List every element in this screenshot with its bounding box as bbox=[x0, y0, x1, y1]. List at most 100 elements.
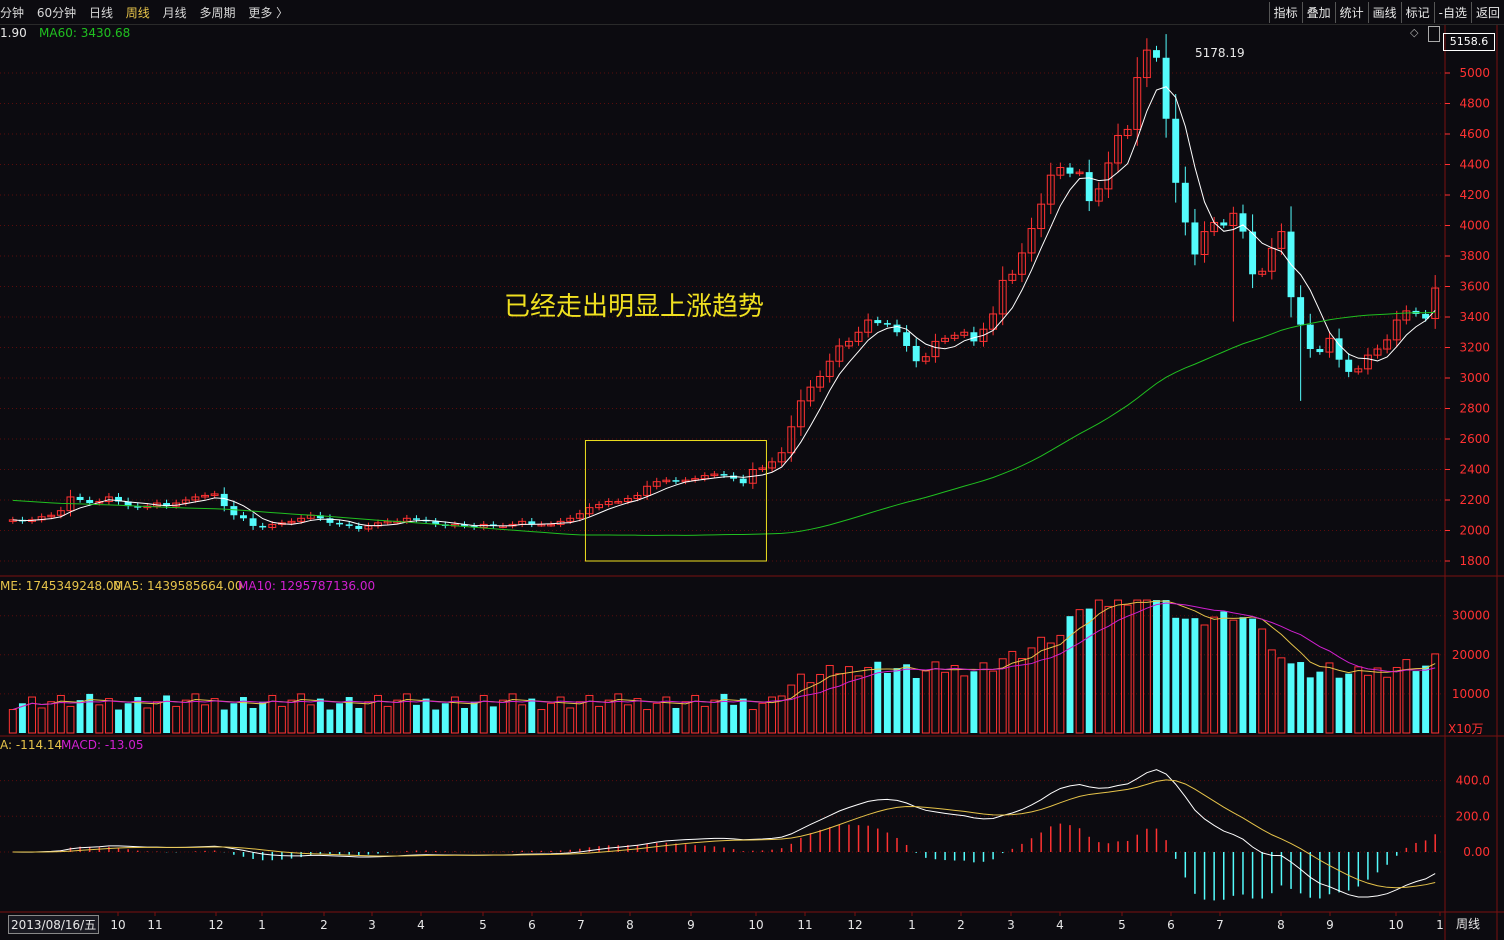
tab-minute[interactable]: 分钟 bbox=[0, 6, 25, 20]
candle-body-down bbox=[1249, 231, 1257, 275]
volume-bar-up bbox=[1229, 619, 1238, 734]
candle-body-down bbox=[1085, 172, 1093, 202]
volume-bar-down bbox=[422, 698, 430, 733]
candle-body-up bbox=[1133, 77, 1142, 130]
candle-body-down bbox=[163, 503, 171, 507]
price-tick-label: 4000 bbox=[1459, 219, 1490, 233]
price-tick-label: 2600 bbox=[1459, 432, 1490, 446]
volume-tick-label: 20000 bbox=[1452, 648, 1490, 662]
highlight-box bbox=[584, 440, 767, 562]
volume-bar-down bbox=[259, 701, 267, 733]
candle-body-up bbox=[941, 337, 950, 342]
price-tick-label: 4600 bbox=[1459, 127, 1490, 141]
draw-line-button[interactable]: 画线 bbox=[1367, 2, 1401, 23]
volume-ma10-label: MA10: 1295787136.00 bbox=[238, 579, 376, 593]
candle-body-up bbox=[758, 467, 767, 471]
volume-bar-up bbox=[854, 675, 863, 734]
candle-body-up bbox=[710, 473, 719, 477]
volume-bar-up bbox=[806, 682, 815, 734]
volume-bar-up bbox=[153, 701, 161, 734]
volume-bar-up bbox=[1046, 642, 1055, 734]
indicator-button[interactable]: 指标 bbox=[1268, 2, 1302, 23]
volume-bar-up bbox=[556, 696, 565, 734]
candle-body-up bbox=[1037, 203, 1046, 230]
candle-body-down bbox=[1422, 313, 1430, 319]
candle-body-down bbox=[470, 525, 478, 528]
volume-bar-down bbox=[412, 704, 420, 733]
volume-bar-down bbox=[1085, 608, 1093, 733]
volume-ma5-line bbox=[12, 600, 1436, 711]
tab-multi-period[interactable]: 多周期 bbox=[199, 6, 236, 20]
x-axis-label: 10 bbox=[110, 918, 125, 932]
volume-bar-down bbox=[1181, 618, 1189, 733]
volume-bar-up bbox=[181, 699, 190, 734]
volume-bar-down bbox=[432, 709, 440, 733]
dea-label: A: -114.14 bbox=[0, 738, 63, 752]
volume-bar-up bbox=[287, 699, 296, 734]
candle-body-up bbox=[633, 494, 642, 499]
overlay-button[interactable]: 叠加 bbox=[1301, 2, 1335, 23]
x-axis-label: 6 bbox=[528, 918, 536, 932]
period-tag[interactable]: 周线 bbox=[1456, 917, 1481, 931]
price-tick-label: 2800 bbox=[1459, 402, 1490, 416]
mark-button[interactable]: 标记 bbox=[1400, 2, 1434, 23]
macd-tick-label: 0.00 bbox=[1463, 845, 1490, 859]
volume-ma10-line bbox=[12, 602, 1436, 711]
volume-bar-up bbox=[1008, 650, 1017, 734]
candle-body-up bbox=[1258, 270, 1267, 275]
volume-bar-down bbox=[893, 668, 901, 733]
candle-body-up bbox=[844, 340, 853, 347]
volume-bar-up bbox=[825, 664, 834, 734]
volume-bar-down bbox=[1162, 600, 1170, 733]
candle-body-down bbox=[134, 506, 142, 508]
candle-body-down bbox=[1191, 222, 1199, 255]
volume-bar-up bbox=[1402, 659, 1411, 734]
candle-body-up bbox=[950, 334, 959, 339]
volume-bar-down bbox=[1412, 671, 1420, 733]
volume-bar-up bbox=[1392, 666, 1401, 734]
back-button[interactable]: 返回 bbox=[1470, 2, 1504, 23]
price-tick-label: 4800 bbox=[1459, 97, 1490, 111]
tab-more[interactable]: 更多 〉 bbox=[248, 6, 289, 20]
diamond-icon[interactable]: ◇ bbox=[1410, 26, 1419, 39]
x-axis-label: 9 bbox=[687, 918, 695, 932]
ma60-line bbox=[12, 311, 1436, 536]
x-axis-label: 5 bbox=[1118, 918, 1126, 932]
candle-body-up bbox=[1104, 162, 1113, 190]
volume-bar-up bbox=[104, 698, 113, 734]
volume-bar-down bbox=[240, 697, 247, 733]
statistics-button[interactable]: 统计 bbox=[1334, 2, 1368, 23]
volume-bar-up bbox=[402, 693, 411, 734]
candle-body-up bbox=[1114, 135, 1123, 164]
remove-watchlist-button[interactable]: -自选 bbox=[1433, 2, 1471, 23]
x-axis-label: 11 bbox=[147, 918, 162, 932]
volume-bar-up bbox=[1258, 628, 1267, 734]
volume-bar-down bbox=[720, 693, 728, 733]
tab-monthly[interactable]: 月线 bbox=[162, 6, 187, 20]
volume-bar-up bbox=[28, 696, 36, 734]
volume-bar-up bbox=[374, 694, 382, 734]
tab-60min[interactable]: 60分钟 bbox=[36, 6, 77, 20]
candle-body-up bbox=[1277, 231, 1286, 249]
volume-bar-down bbox=[336, 703, 344, 733]
x-axis-label: 7 bbox=[1216, 918, 1224, 932]
candle-body-up bbox=[979, 328, 988, 342]
volume-bar-up bbox=[864, 666, 873, 734]
candle-body-up bbox=[181, 499, 190, 504]
tab-weekly[interactable]: 周线 bbox=[125, 6, 150, 20]
ma60-label: MA60: 3430.68 bbox=[39, 26, 131, 40]
candle-body-up bbox=[104, 496, 113, 503]
tab-daily[interactable]: 日线 bbox=[88, 6, 113, 20]
x-axis-start-date: 2013/08/16/五 bbox=[8, 915, 100, 934]
price-tick-label: 5000 bbox=[1459, 66, 1490, 80]
volume-bar-up bbox=[604, 699, 613, 734]
candle-body-up bbox=[1363, 354, 1372, 370]
candle-body-up bbox=[623, 497, 632, 503]
candle-body-up bbox=[864, 319, 873, 333]
volume-bar-down bbox=[86, 693, 94, 733]
candle-body-up bbox=[585, 507, 594, 515]
panel-toggle-icon[interactable] bbox=[1428, 26, 1440, 42]
candle-body-up bbox=[1354, 368, 1363, 373]
candle-body-up bbox=[835, 345, 844, 362]
candle-body-up bbox=[1392, 319, 1401, 341]
